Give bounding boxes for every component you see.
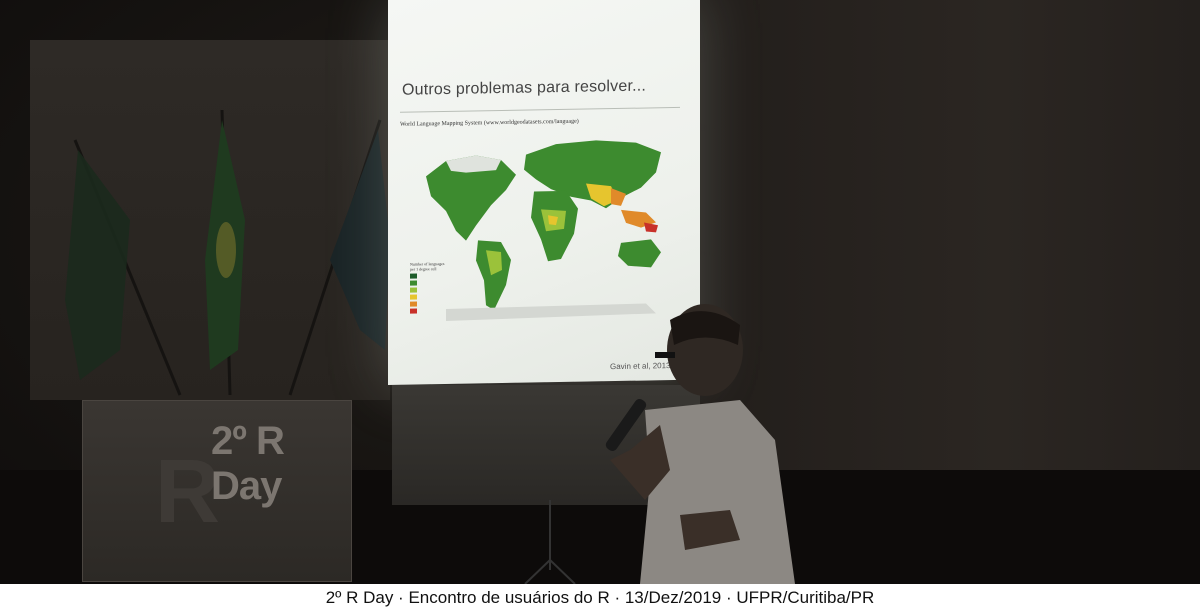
microphone [605,398,647,452]
conference-photo: Outros problemas para resolver... World … [0,0,1200,584]
legend-title: Number of languages per 1 degree cell [410,261,445,272]
tripod [524,500,576,584]
legend-swatch [410,280,417,286]
map-caption: World Language Mapping System (www.world… [400,118,579,128]
world-language-map [426,140,661,321]
slide-title: Outros problemas para resolver... [402,77,647,99]
glasses [655,352,675,358]
projection-screen: Outros problemas para resolver... World … [388,0,700,386]
slide-divider [400,106,680,113]
legend-swatch [410,294,417,300]
legend-swatch [410,287,417,293]
legend-swatch [410,308,417,314]
banner-title: 2º R Day [211,419,285,508]
flags [65,109,390,396]
legend-swatch [410,273,417,279]
speaker [605,304,795,584]
photo-caption: 2º R Day · Encontro de usuários do R · 1… [0,584,1200,611]
back-wall-right [700,0,1200,500]
map-legend: Number of languages per 1 degree cell [410,261,450,314]
event-banner: R 2º R Day [82,400,352,582]
r-logo: R [155,442,220,542]
legend-swatch [410,301,417,307]
